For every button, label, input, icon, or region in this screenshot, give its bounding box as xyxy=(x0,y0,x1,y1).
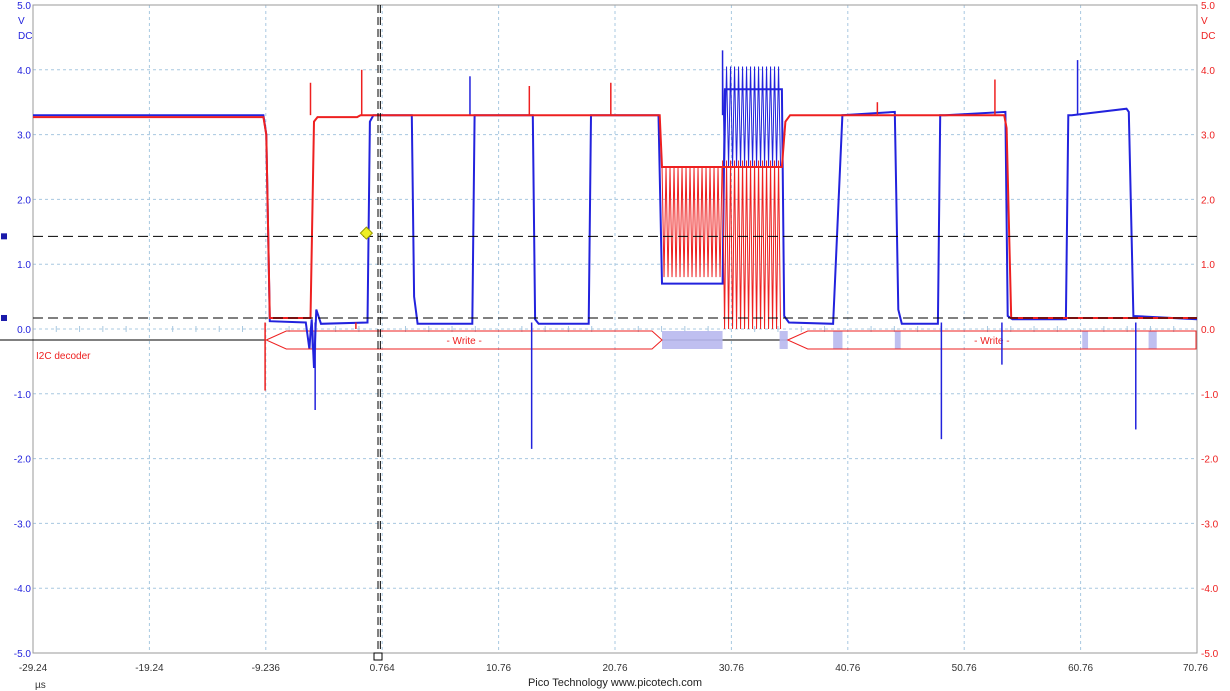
x-tick-label: 10.76 xyxy=(486,663,511,674)
y-tick-label-left: -3.0 xyxy=(14,519,32,530)
voltage-cursor-handle xyxy=(1,233,7,240)
y-tick-label-right: -5.0 xyxy=(1201,649,1219,660)
x-tick-label: -29.24 xyxy=(19,663,48,674)
y-tick-label-right: -3.0 xyxy=(1201,519,1219,530)
y-tick-label-left: 0.0 xyxy=(17,325,31,336)
trigger-marker-icon xyxy=(359,226,374,240)
y-tick-label-left: -2.0 xyxy=(14,455,32,466)
y-coupling-label: DC xyxy=(18,31,32,42)
channel-a-burst xyxy=(722,66,782,168)
decoder-label: I2C decoder xyxy=(36,351,91,362)
x-tick-label: 0.764 xyxy=(370,663,395,674)
grid xyxy=(32,4,1198,654)
y-tick-label-left: 2.0 xyxy=(17,195,31,206)
y-tick-label-left: 4.0 xyxy=(17,66,31,77)
y-unit-label: V xyxy=(18,16,25,27)
y-tick-label-right: -1.0 xyxy=(1201,390,1219,401)
y-tick-label-left: -4.0 xyxy=(14,584,32,595)
y-tick-label-left: 1.0 xyxy=(17,260,31,271)
y-tick-label-right: 1.0 xyxy=(1201,260,1215,271)
plot-frame xyxy=(32,4,1198,654)
y-coupling-label-right: DC xyxy=(1201,31,1215,42)
y-axis-left: 5.0 4.0 3.0 2.0 1.0 0.0 -1.0 -2.0 -3.0 -4.0 -5.0 xyxy=(14,1,32,660)
y-tick-label-right: -4.0 xyxy=(1201,584,1219,595)
decoder-data-block xyxy=(662,331,723,349)
cursors[interactable] xyxy=(1,5,1197,661)
x-tick-label: 60.76 xyxy=(1068,663,1093,674)
x-tick-label: 40.76 xyxy=(835,663,860,674)
decoder-packet-label: - Write - xyxy=(446,336,481,347)
time-cursor-handle xyxy=(373,652,383,661)
y-tick-label-left: -5.0 xyxy=(14,649,32,660)
y-unit-label-right: V xyxy=(1201,16,1208,27)
y-tick-label-right: -2.0 xyxy=(1201,455,1219,466)
decoder-data-block xyxy=(1082,331,1089,349)
x-tick-label: 30.76 xyxy=(719,663,744,674)
x-tick-label: 70.76 xyxy=(1183,663,1208,674)
decoder-data-block xyxy=(779,331,788,349)
decoder-data-block xyxy=(833,331,843,349)
x-axis: -29.24 -19.24 -9.236 0.764 10.76 20.76 30.76 40… xyxy=(19,663,1209,674)
x-tick-label: 50.76 xyxy=(952,663,977,674)
y-tick-label-right: 3.0 xyxy=(1201,131,1215,142)
channel-b-trace xyxy=(33,114,1197,319)
y-tick-label-left: 3.0 xyxy=(17,131,31,142)
i2c-decoder-track: - Write - - Write - I2C decoder xyxy=(0,330,1197,362)
decoder-packet xyxy=(265,330,663,350)
x-unit-label: µs xyxy=(35,680,46,691)
y-tick-label-left: -1.0 xyxy=(14,390,32,401)
y-tick-label-right: 4.0 xyxy=(1201,66,1215,77)
decoder-data-block xyxy=(894,331,901,349)
x-tick-label: -9.236 xyxy=(252,663,281,674)
traces xyxy=(33,50,1198,449)
decoder-packet xyxy=(786,330,1197,350)
decoder-data-block xyxy=(1148,331,1157,349)
voltage-cursor-handle xyxy=(1,314,7,321)
y-tick-label-right: 0.0 xyxy=(1201,325,1215,336)
x-tick-label: -19.24 xyxy=(135,663,164,674)
y-tick-label-right: 2.0 xyxy=(1201,195,1215,206)
y-tick-label-left: 5.0 xyxy=(17,1,31,12)
y-axis-right: 5.0 V DC 4.0 3.0 2.0 1.0 0.0 -1.0 -2.0 -3.0 -4.0 -5.… xyxy=(1201,1,1219,660)
channel-b-burst xyxy=(661,166,723,278)
x-tick-label: 20.76 xyxy=(602,663,627,674)
y-tick-label-right: 5.0 xyxy=(1201,1,1215,12)
decoder-packet-label: - Write - xyxy=(974,336,1009,347)
footer-brand: Pico Technology www.picotech.com xyxy=(528,677,702,689)
channel-b-burst xyxy=(722,160,782,330)
